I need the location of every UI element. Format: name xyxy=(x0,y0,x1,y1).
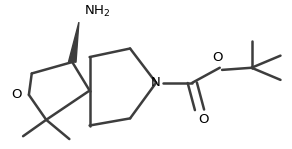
Text: NH$_2$: NH$_2$ xyxy=(84,4,110,19)
Text: N: N xyxy=(151,76,161,89)
Text: O: O xyxy=(199,113,209,126)
Text: O: O xyxy=(12,88,22,101)
Polygon shape xyxy=(69,22,79,62)
Text: O: O xyxy=(213,51,223,64)
